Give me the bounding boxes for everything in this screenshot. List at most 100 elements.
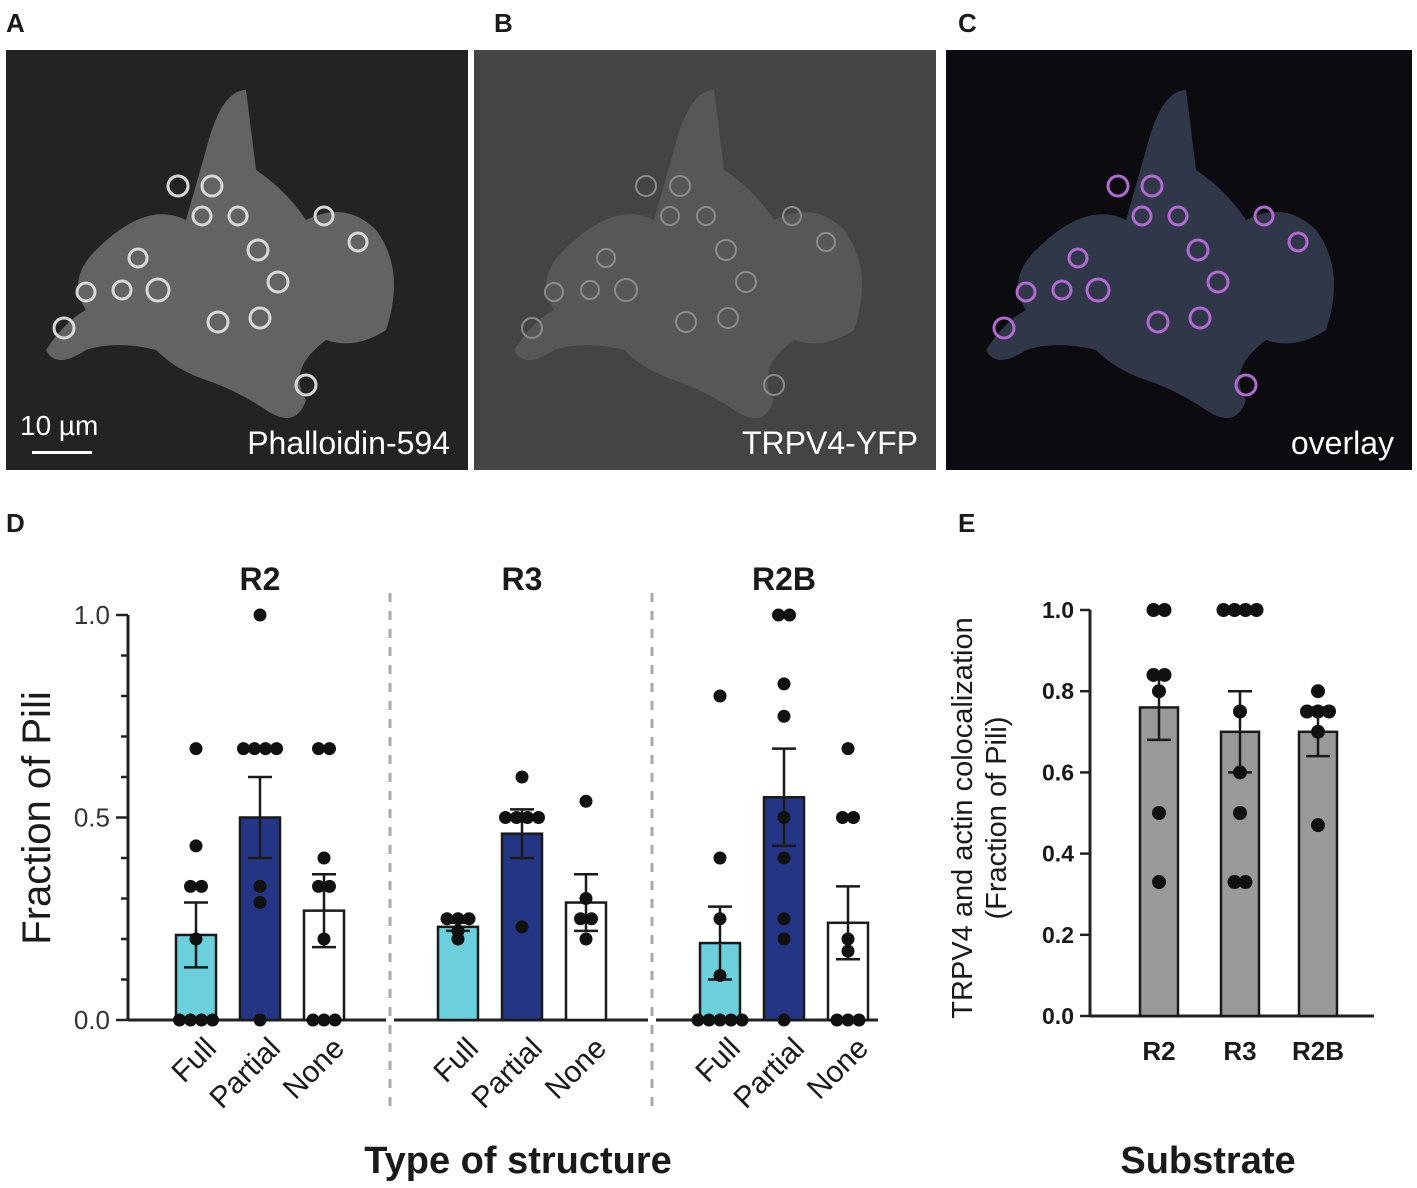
data-point bbox=[189, 932, 203, 946]
data-point bbox=[852, 1013, 866, 1027]
data-point bbox=[1233, 806, 1247, 820]
y-tick-label: 0.5 bbox=[74, 803, 110, 833]
category-label: R2 bbox=[1142, 1036, 1175, 1066]
data-point bbox=[777, 1013, 791, 1027]
y-tick-label: 0.8 bbox=[1042, 678, 1074, 704]
data-point bbox=[317, 932, 331, 946]
data-point bbox=[713, 912, 727, 926]
data-point bbox=[691, 1013, 705, 1027]
scalebar bbox=[32, 451, 92, 454]
data-point bbox=[713, 851, 727, 865]
data-point bbox=[579, 932, 593, 946]
group-title: R2B bbox=[752, 561, 816, 597]
data-point bbox=[841, 944, 855, 958]
data-point bbox=[189, 839, 203, 853]
data-point bbox=[1311, 818, 1325, 833]
data-point bbox=[510, 811, 523, 824]
x-axis-title: Type of structure bbox=[364, 1140, 672, 1182]
data-point bbox=[574, 912, 587, 926]
data-point bbox=[1146, 603, 1161, 617]
y-tick-label: 0.0 bbox=[1042, 1003, 1074, 1029]
data-point bbox=[1157, 603, 1172, 617]
data-point bbox=[253, 879, 267, 893]
data-point bbox=[317, 851, 331, 865]
data-point bbox=[440, 912, 454, 926]
data-point bbox=[1322, 704, 1336, 719]
chart-fraction-of-pili: 0.0 0.5 1.0 Fraction of Pili Type of structu… bbox=[15, 561, 878, 1182]
data-point bbox=[195, 1013, 208, 1027]
micrograph-label-trpv4: TRPV4-YFP bbox=[741, 425, 918, 461]
panel-letter-e: E bbox=[958, 508, 976, 538]
data-point bbox=[451, 932, 465, 946]
data-point bbox=[1227, 603, 1242, 617]
data-point bbox=[532, 811, 545, 824]
data-point bbox=[1311, 684, 1325, 699]
data-point bbox=[777, 677, 791, 691]
data-point bbox=[312, 742, 325, 756]
micrograph-overlay: overlay bbox=[946, 50, 1412, 470]
data-point bbox=[783, 608, 796, 622]
data-point bbox=[777, 851, 791, 865]
data-point bbox=[462, 912, 476, 926]
category-label: R2B bbox=[1292, 1036, 1344, 1066]
bar bbox=[1297, 730, 1339, 1018]
y-tick-label: 1.0 bbox=[74, 600, 110, 630]
scalebar-label: 10 µm bbox=[20, 410, 99, 441]
data-point bbox=[777, 912, 791, 926]
data-point bbox=[1238, 875, 1253, 890]
data-point bbox=[184, 879, 197, 893]
y-tick-label: 0.4 bbox=[1042, 841, 1074, 867]
category-label: R3 bbox=[1223, 1036, 1256, 1066]
data-point bbox=[1311, 704, 1325, 719]
data-point bbox=[323, 879, 336, 893]
data-point bbox=[1233, 704, 1247, 719]
data-point bbox=[328, 1013, 342, 1027]
y-axis-title: Fraction of Pili bbox=[15, 691, 59, 944]
y-tick-label: 0.0 bbox=[74, 1005, 110, 1035]
data-point bbox=[1300, 704, 1314, 719]
data-point bbox=[777, 932, 791, 946]
data-point bbox=[237, 742, 250, 756]
data-point bbox=[724, 1013, 738, 1027]
y-tick-label: 0.6 bbox=[1042, 759, 1074, 785]
data-point bbox=[1227, 875, 1242, 890]
data-point bbox=[1238, 603, 1253, 617]
data-point bbox=[317, 1013, 331, 1027]
y-tick-label: 1.0 bbox=[1042, 597, 1074, 623]
data-point bbox=[253, 896, 267, 910]
data-point bbox=[206, 1013, 219, 1027]
data-point bbox=[841, 742, 855, 756]
data-point bbox=[451, 912, 465, 926]
data-point bbox=[1152, 684, 1166, 699]
chart-colocalization: 0.0 0.2 0.4 0.6 0.8 1.0 TRPV4 and actin coloca… bbox=[947, 597, 1374, 1182]
category-label: None bbox=[539, 1032, 613, 1106]
data-point bbox=[312, 879, 325, 893]
category-label: Partial bbox=[203, 1032, 286, 1115]
micrograph-label-overlay: overlay bbox=[1290, 425, 1394, 461]
y-axis-title-line2: (Fraction of Pili) bbox=[981, 716, 1013, 919]
panel-letter-d: D bbox=[6, 508, 25, 538]
data-point bbox=[173, 1013, 186, 1027]
panel-letter-b: B bbox=[494, 8, 513, 38]
micrograph-label-phalloidin: Phalloidin-594 bbox=[247, 425, 450, 461]
panel-letter-a: A bbox=[6, 8, 25, 38]
data-point bbox=[579, 892, 593, 905]
data-point bbox=[515, 770, 529, 784]
data-point bbox=[830, 1013, 844, 1027]
data-point bbox=[1157, 667, 1172, 682]
data-point bbox=[841, 1013, 855, 1027]
data-point bbox=[259, 742, 272, 756]
data-point bbox=[270, 742, 283, 756]
data-point bbox=[1146, 667, 1161, 682]
micrograph-phalloidin: 10 µm Phalloidin-594 bbox=[6, 50, 468, 470]
data-point bbox=[515, 920, 529, 934]
data-point bbox=[248, 742, 261, 756]
y-axis-title-line1: TRPV4 and actin colocalization bbox=[947, 617, 979, 1018]
data-point bbox=[195, 879, 208, 893]
data-point bbox=[772, 608, 785, 622]
y-tick-label: 0.2 bbox=[1042, 922, 1074, 948]
data-point bbox=[184, 1013, 197, 1027]
data-point bbox=[499, 811, 512, 824]
data-point bbox=[777, 709, 791, 723]
data-point bbox=[702, 1013, 716, 1027]
